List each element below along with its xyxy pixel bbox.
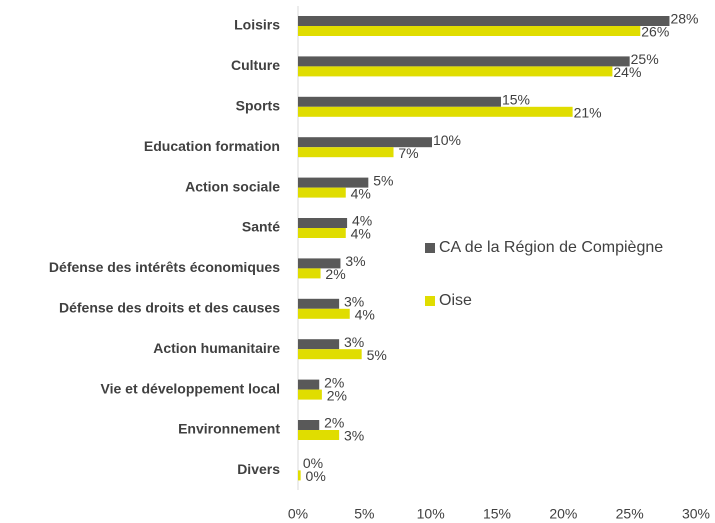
value-label: 0% — [303, 455, 323, 471]
value-label: 3% — [344, 294, 364, 310]
category-label: Sports — [236, 98, 281, 114]
value-label: 3% — [345, 253, 365, 269]
value-label: 4% — [355, 307, 375, 323]
bar — [298, 430, 340, 440]
value-label: 5% — [373, 172, 393, 188]
value-label: 3% — [344, 334, 364, 350]
bar — [298, 379, 320, 390]
bar — [298, 56, 630, 67]
x-tick-label: 0% — [288, 506, 308, 522]
bar — [298, 66, 613, 77]
value-label: 25% — [631, 51, 659, 67]
bar — [298, 106, 573, 117]
value-label: 4% — [351, 185, 371, 201]
bar — [298, 258, 341, 269]
value-label: 2% — [325, 266, 345, 282]
category-label: Education formation — [144, 138, 280, 154]
category-label: Action humanitaire — [153, 340, 280, 356]
value-label: 4% — [351, 226, 371, 242]
category-label: Action sociale — [185, 178, 280, 194]
bar — [298, 16, 670, 26]
bar — [298, 420, 320, 430]
x-tick-label: 10% — [417, 506, 445, 522]
legend-label: Oise — [439, 292, 472, 309]
value-label: 24% — [613, 64, 641, 80]
value-label: 2% — [327, 387, 347, 403]
value-label: 26% — [641, 24, 669, 40]
value-label: 2% — [324, 374, 344, 390]
x-tick-label: 30% — [682, 506, 710, 522]
value-label: 15% — [502, 92, 530, 108]
legend-label: CA de la Région de Compiègne — [439, 239, 663, 256]
category-label: Culture — [231, 57, 280, 73]
legend-swatch — [425, 243, 435, 253]
bar — [298, 147, 394, 158]
value-label: 5% — [367, 347, 387, 363]
value-label: 2% — [324, 415, 344, 431]
bar — [298, 308, 350, 319]
value-label: 4% — [352, 213, 372, 229]
category-label: Environnement — [178, 421, 280, 437]
value-label: 10% — [433, 132, 461, 148]
value-label: 0% — [306, 468, 326, 484]
value-label: 21% — [574, 105, 602, 121]
bar — [298, 389, 322, 400]
bar — [298, 187, 346, 198]
value-label: 3% — [344, 428, 364, 444]
value-label: 28% — [670, 11, 698, 27]
bar — [298, 137, 432, 148]
x-tick-label: 5% — [354, 506, 374, 522]
bar — [298, 339, 340, 350]
bar — [298, 349, 362, 360]
bar — [298, 268, 321, 279]
bar — [298, 228, 346, 238]
bar — [298, 470, 301, 481]
category-label: Divers — [237, 461, 280, 477]
bar — [298, 177, 369, 188]
bar — [298, 26, 641, 36]
legend-swatch — [425, 296, 435, 306]
value-label: 7% — [398, 145, 418, 161]
x-tick-label: 20% — [549, 506, 577, 522]
category-label: Santé — [242, 219, 280, 235]
category-label: Défense des droits et des causes — [59, 300, 280, 316]
category-label: Défense des intérêts économiques — [49, 259, 280, 275]
category-label: Loisirs — [234, 17, 280, 33]
bar — [298, 298, 340, 309]
bar — [298, 218, 348, 228]
x-tick-label: 25% — [616, 506, 644, 522]
bar — [298, 96, 501, 107]
category-label: Vie et développement local — [101, 380, 280, 396]
x-tick-label: 15% — [483, 506, 511, 522]
